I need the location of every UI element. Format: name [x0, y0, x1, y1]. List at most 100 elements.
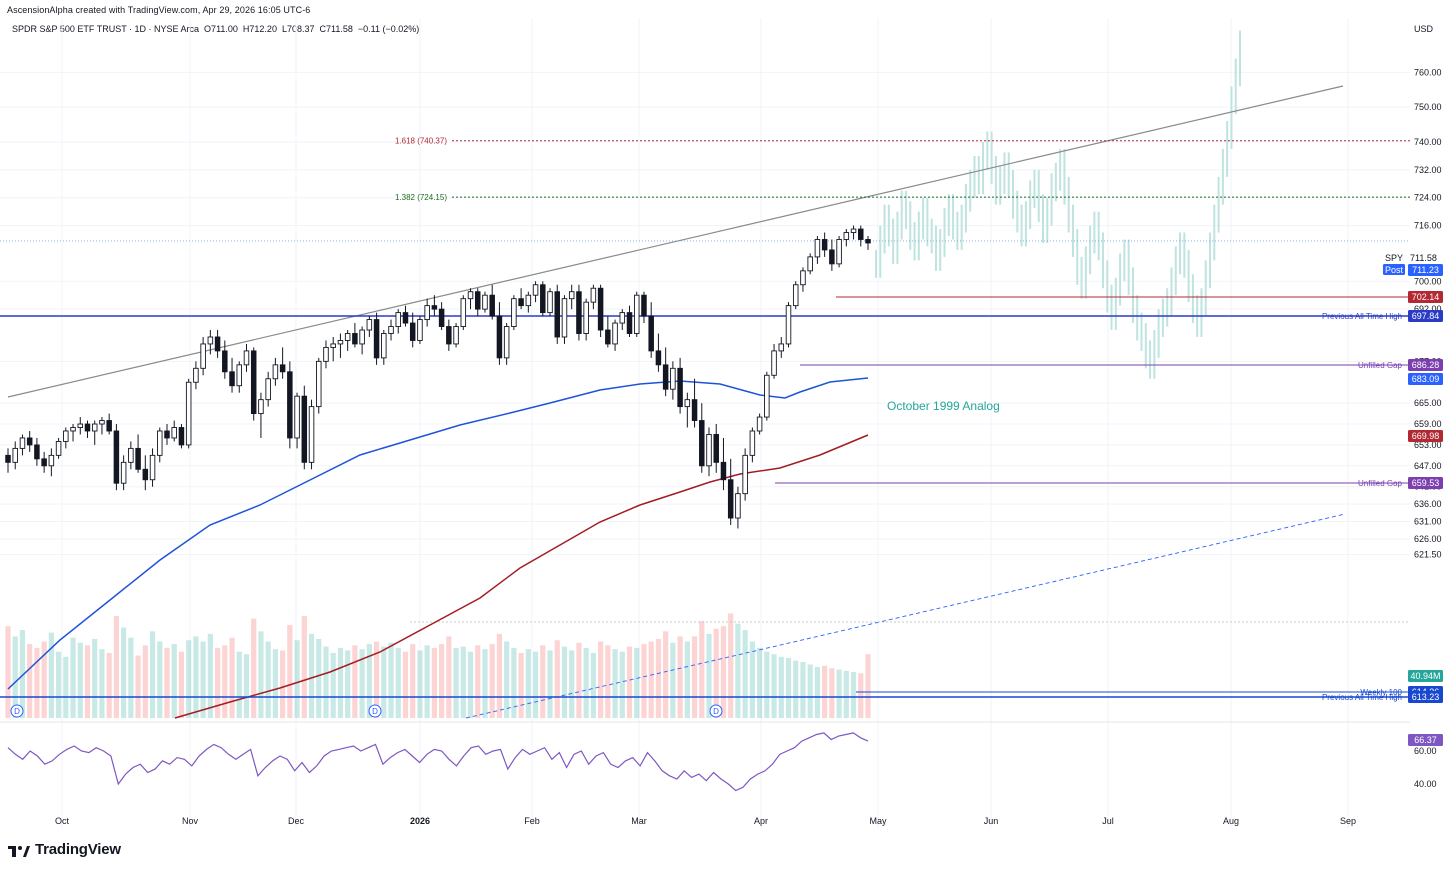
candle-body[interactable] — [258, 399, 264, 415]
candle-body[interactable] — [540, 284, 546, 314]
candle-body[interactable] — [590, 287, 597, 303]
candle-body[interactable] — [214, 336, 221, 352]
candle-body[interactable] — [250, 350, 257, 415]
candle-body[interactable] — [662, 364, 669, 390]
symbol-ohlc-legend[interactable]: SPDR S&P 500 ETF TRUST · 1D · NYSE Arca … — [12, 24, 420, 34]
candle-body[interactable] — [395, 312, 402, 327]
candle-body[interactable] — [301, 395, 308, 463]
lower-dashed-trendline[interactable] — [465, 513, 1346, 719]
candle-body[interactable] — [344, 333, 351, 341]
candle-body[interactable] — [19, 437, 26, 449]
candle-body[interactable] — [294, 395, 300, 439]
candle-body[interactable] — [547, 291, 553, 314]
candle-body[interactable] — [70, 427, 76, 432]
candle-body[interactable] — [532, 284, 539, 296]
candle-body[interactable] — [511, 298, 517, 327]
candle-body[interactable] — [171, 427, 177, 439]
candle-body[interactable] — [200, 343, 206, 369]
candle-body[interactable] — [48, 454, 55, 467]
candle-body[interactable] — [713, 434, 719, 463]
candle-body[interactable] — [222, 350, 228, 373]
ma-200-line[interactable] — [174, 434, 869, 719]
candle-body[interactable] — [453, 326, 459, 345]
candle-body[interactable] — [583, 301, 589, 334]
candle-body[interactable] — [12, 447, 18, 463]
candle-body[interactable] — [446, 326, 452, 345]
candle-body[interactable] — [865, 239, 871, 244]
candle-body[interactable] — [684, 399, 691, 408]
candle-body[interactable] — [821, 239, 828, 251]
candle-body[interactable] — [135, 447, 141, 470]
candle-body[interactable] — [417, 319, 423, 341]
candle-body[interactable] — [229, 371, 235, 387]
candle-body[interactable] — [424, 305, 430, 321]
candle-body[interactable] — [605, 329, 611, 345]
candle-body[interactable] — [858, 228, 864, 240]
candle-body[interactable] — [99, 420, 105, 425]
candle-body[interactable] — [91, 423, 98, 432]
candle-body[interactable] — [670, 367, 676, 390]
candle-body[interactable] — [63, 430, 69, 442]
candle-body[interactable] — [113, 430, 120, 484]
candle-body[interactable] — [41, 458, 47, 467]
candle-body[interactable] — [735, 493, 741, 519]
dividend-marker[interactable] — [10, 704, 24, 718]
candle-body[interactable] — [55, 440, 62, 456]
candle-body[interactable] — [655, 350, 662, 366]
tradingview-logo[interactable]: TradingView — [8, 841, 121, 858]
candle-body[interactable] — [677, 367, 683, 408]
candle-body[interactable] — [84, 423, 91, 432]
candle-body[interactable] — [756, 416, 763, 432]
candle-body[interactable] — [77, 423, 84, 428]
candle-body[interactable] — [496, 315, 503, 359]
candle-body[interactable] — [438, 308, 445, 327]
candle-body[interactable] — [626, 312, 633, 334]
candle-body[interactable] — [106, 420, 112, 432]
candle-body[interactable] — [503, 326, 510, 359]
candle-body[interactable] — [316, 360, 322, 408]
candle-body[interactable] — [193, 367, 199, 383]
candle-body[interactable] — [388, 326, 394, 334]
upper-trendline[interactable] — [7, 85, 1344, 398]
candle-body[interactable] — [576, 291, 582, 334]
candle-body[interactable] — [128, 447, 134, 463]
candle-body[interactable] — [814, 239, 821, 258]
candle-body[interactable] — [482, 294, 488, 310]
candle-body[interactable] — [157, 430, 163, 456]
candle-body[interactable] — [518, 298, 524, 307]
rsi-line[interactable] — [7, 732, 869, 792]
candle-body[interactable] — [164, 430, 170, 439]
candle-body[interactable] — [149, 454, 156, 481]
candle-body[interactable] — [207, 336, 214, 345]
candle-body[interactable] — [5, 454, 11, 463]
candle-body[interactable] — [641, 294, 647, 317]
candle-body[interactable] — [843, 232, 850, 240]
candle-body[interactable] — [720, 461, 727, 481]
candle-body[interactable] — [778, 343, 785, 352]
candle-body[interactable] — [792, 284, 799, 307]
candle-body[interactable] — [279, 364, 286, 373]
candle-body[interactable] — [373, 319, 380, 359]
candle-body[interactable] — [26, 437, 33, 446]
candle-body[interactable] — [850, 228, 857, 233]
candle-body[interactable] — [749, 430, 756, 456]
ma-50-line[interactable] — [7, 377, 869, 690]
candle-body[interactable] — [34, 444, 40, 460]
candle-body[interactable] — [633, 294, 640, 334]
candle-body[interactable] — [800, 270, 806, 286]
candle-body[interactable] — [337, 340, 344, 345]
candle-body[interactable] — [785, 305, 792, 345]
candle-body[interactable] — [120, 461, 127, 484]
candle-body[interactable] — [742, 454, 748, 495]
candle-body[interactable] — [409, 322, 416, 341]
candle-body[interactable] — [612, 322, 618, 345]
candle-body[interactable] — [359, 329, 365, 345]
candle-body[interactable] — [706, 434, 712, 467]
candle-body[interactable] — [323, 346, 329, 362]
candle-body[interactable] — [489, 294, 495, 317]
time-axis[interactable]: Oct Nov Dec 2026 Feb Mar Apr May Jun Jul Aug Sep — [55, 816, 1356, 826]
candle-body[interactable] — [554, 291, 560, 338]
candle-body[interactable] — [265, 378, 271, 401]
candle-body[interactable] — [699, 420, 705, 467]
